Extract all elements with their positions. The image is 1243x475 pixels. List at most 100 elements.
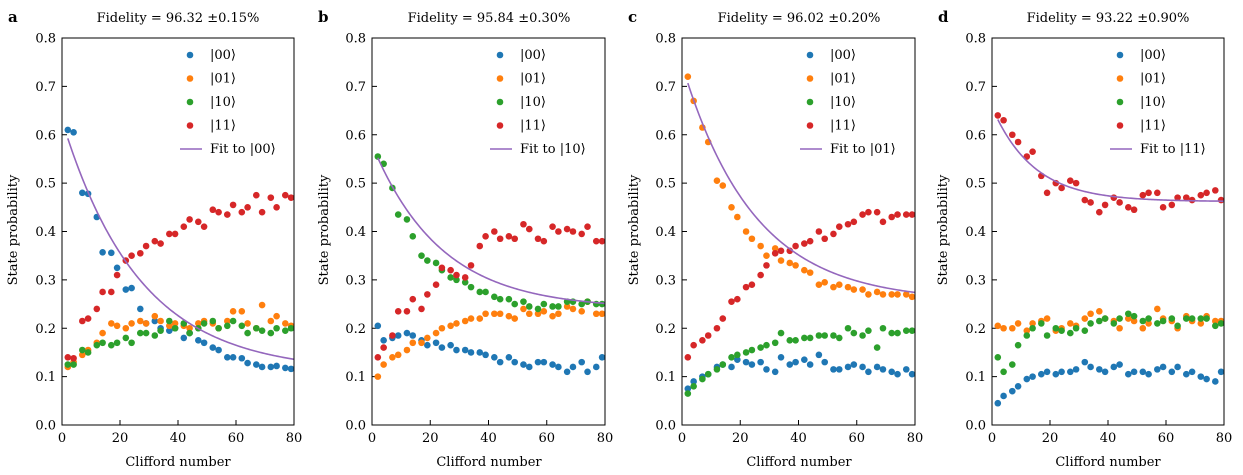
panel-a-series-3-point [84, 315, 92, 322]
panel-a-series-3-point [93, 305, 101, 313]
panel-c-series-3-point [835, 223, 843, 230]
panel-a-ytick-label: 0.2 [35, 322, 56, 337]
panel-d-series-0-point [1188, 368, 1196, 376]
panel-d-series-0-point [1038, 370, 1045, 378]
panel-c: c Fidelity = 96.02 ±0.20% Clifford numbe… [627, 8, 923, 470]
panel-b-ytick-label: 0.0 [345, 419, 366, 434]
panel-d-series-2-point [1159, 317, 1167, 325]
panel-a-legend-label: |01⟩ [210, 72, 236, 87]
panel-a-series-1 [64, 301, 295, 371]
panel-d-series-1-point [1000, 324, 1007, 332]
panel-d-series-3-point [1203, 189, 1210, 197]
panel-b-series-0-point [447, 341, 454, 349]
panel-a-series-3-point [151, 237, 159, 245]
panel-b-series-0-point [467, 349, 475, 356]
panel-c-series-0-point [771, 368, 779, 376]
panel-a-series-3-point [186, 216, 193, 223]
panel-a-series-3-point [180, 223, 188, 230]
panel-b-series-2-point [394, 211, 402, 218]
panel-d-series-2-point [1009, 361, 1016, 368]
panel-a-ytick-label: 0.6 [35, 128, 56, 143]
panel-b-xtick-label: 60 [538, 431, 555, 446]
panel-b-axes-frame [371, 37, 606, 426]
panel-d-series-3 [994, 112, 1225, 216]
panel-b-ytick-label: 0.1 [345, 370, 366, 385]
panel-c-series-1-point [786, 259, 794, 267]
panel-a-series-0-point [137, 305, 144, 313]
panel-b-series-3-point [438, 264, 446, 272]
panel-b-series-0-point [569, 363, 577, 371]
panel-b-series-0-point [584, 368, 591, 376]
panel-d-legend-label: |01⟩ [1140, 72, 1166, 87]
panel-d-series-0-point [1203, 375, 1210, 383]
panel-d-series-3-point [1197, 191, 1205, 199]
panel-b-series-2-point [409, 233, 417, 240]
panel-d-series-3-point [1168, 201, 1176, 209]
panel-a-series-1-point [267, 317, 275, 325]
panel-c-axes-frame [681, 37, 916, 426]
panel-a-legend-marker [186, 122, 194, 129]
panel-a-series-2-point [282, 327, 289, 334]
panel-b-series-1-point [374, 373, 382, 380]
panel-d-series-1-point [1139, 324, 1147, 332]
panel-d-axes-frame [991, 37, 1225, 426]
panel-a-series-3-point [70, 354, 77, 362]
panel-d-label: d [938, 8, 949, 26]
panel-b-series-1-point [505, 312, 513, 320]
panel-a-series-2-point [171, 324, 179, 332]
panel-d-series-0-point [1139, 368, 1147, 376]
panel-d-ytick-label: 0.2 [965, 322, 986, 337]
panel-b-series-1-point [482, 310, 489, 318]
panel-b-series-2-point [467, 283, 475, 291]
panel-b-series-2-point [403, 216, 411, 223]
panel-c-series-1-point [806, 269, 814, 276]
panel-c-series-3-point [815, 228, 823, 235]
panel-a-label: a [8, 8, 18, 26]
panel-c-series-0-point [763, 366, 770, 373]
panel-b-series-3-point [555, 228, 562, 235]
panel-c-legend: |00⟩ |01⟩ |10⟩ |11⟩ Fit to |01⟩ [800, 48, 896, 157]
panel-d-series-0-point [1217, 368, 1225, 376]
panel-c-ytick-label: 0.3 [655, 273, 676, 288]
panel-b-series-3-point [549, 223, 556, 230]
panel-c-series-1-point [728, 204, 735, 211]
panel-a-series-2-point [113, 339, 121, 347]
panel-a-series-2-point [180, 320, 188, 327]
panel-b-series-0-point [438, 344, 446, 351]
panel-a-series-0-point [108, 249, 115, 257]
panel-c-xtick-label: 0 [678, 431, 686, 446]
panel-d-series-2-point [1212, 322, 1219, 330]
panel-c-series-2-point [830, 332, 837, 339]
panel-d-series-3-point [1096, 208, 1103, 216]
panel-a-series-3-point [209, 206, 217, 214]
panel-b-series-2-point [555, 303, 562, 310]
panel-b: b Fidelity = 95.84 ±0.30% Clifford numbe… [317, 8, 613, 470]
panel-b-xtick-label: 0 [368, 431, 376, 446]
panel-a-series-3-point [195, 218, 202, 226]
panel-a-series-0-point [267, 363, 275, 371]
panel-d-series-0-point [1067, 368, 1074, 376]
panel-a-ytick-label: 0.0 [35, 419, 56, 434]
panel-d-ytick-label: 0.5 [965, 177, 986, 192]
panel-a-series-1-point [186, 324, 193, 332]
panel-a-ytick-label: 0.8 [35, 32, 56, 47]
panel-c-series-2-point [748, 346, 756, 354]
panel-d-series-2-point [1043, 332, 1051, 339]
panel-c-ytick-label: 0.2 [655, 322, 676, 337]
panel-a-fit-curve [67, 138, 295, 361]
panel-b-series-0-point [511, 358, 519, 366]
panel-c-series-2-point [763, 341, 770, 349]
panel-c-ytick-label: 0.6 [655, 128, 676, 143]
panel-d-series-0-point [1058, 368, 1065, 376]
panel-d-series-1-point [994, 322, 1002, 330]
panel-c-series-0-point [815, 351, 823, 359]
panel-c-xtick-label: 80 [907, 431, 924, 446]
panel-d-fit-curve [997, 119, 1225, 202]
panel-c-ytick-label: 0.5 [655, 177, 676, 192]
panel-c-series-3-point [873, 208, 881, 216]
panel-b-legend-marker [496, 75, 504, 82]
panel-b-series-1-point [380, 361, 387, 368]
panel-a-series-0-point [258, 363, 266, 371]
panel-c-series-2-point [713, 366, 721, 373]
panel-d-series-3-point [1116, 199, 1123, 206]
